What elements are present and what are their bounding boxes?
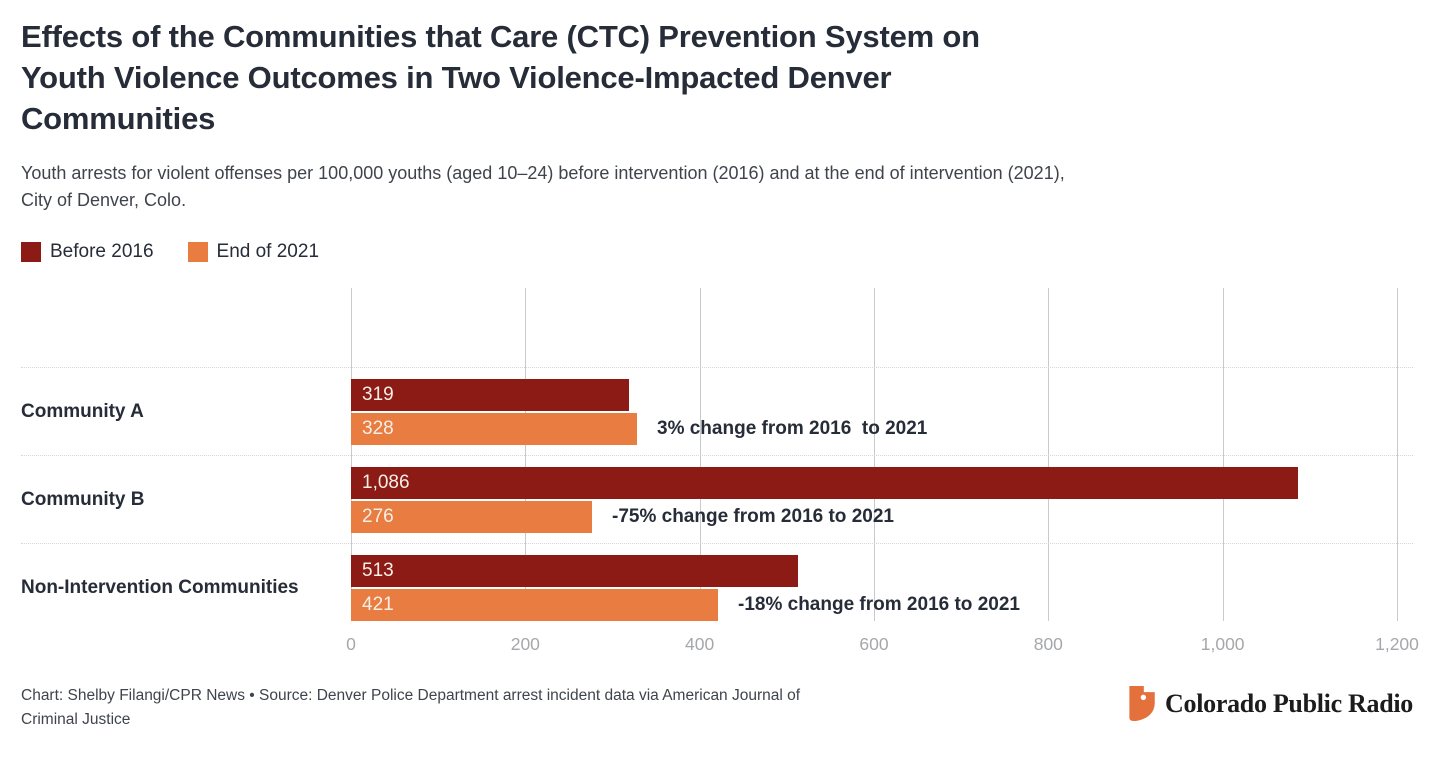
credit-text: Chart: Shelby Filangi/CPR News • Source:… — [21, 684, 800, 732]
gridline — [1222, 288, 1224, 621]
category-label: Community B — [21, 489, 145, 510]
x-tick-label: 400 — [685, 634, 715, 654]
bar-value-label: 276 — [362, 506, 394, 527]
legend-item: End of 2021 — [187, 240, 320, 263]
category-label: Community A — [21, 401, 144, 422]
bar-chart: 0 200 400 600 800 1,000 1,200 Community A 319 328… — [21, 288, 1419, 666]
x-tick-label: 1,200 — [1375, 634, 1419, 654]
x-tick-label: 0 — [346, 634, 356, 654]
title-line: Youth Violence Outcomes in Two Violence-… — [21, 60, 892, 95]
row-separator — [21, 543, 1413, 544]
change-annotation: -18% change from 2016 to 2021 — [738, 594, 1020, 615]
cpr-logo: Colorado Public Radio — [1129, 686, 1413, 721]
gridline — [874, 288, 875, 621]
chart-title: Effects of the Communities that Care (CT… — [21, 16, 1413, 139]
cpr-logo-icon — [1129, 686, 1155, 721]
legend-label: Before 2016 — [50, 240, 154, 262]
legend-swatch — [187, 241, 208, 262]
gridline — [699, 288, 701, 621]
legend-label: End of 2021 — [216, 240, 320, 262]
x-tick-label: 1,000 — [1200, 634, 1245, 654]
footer: Chart: Shelby Filangi/CPR News • Source:… — [21, 684, 1413, 732]
x-tick-label: 600 — [859, 634, 889, 654]
chart-subtitle: Youth arrests for violent offenses per 1… — [21, 160, 1413, 214]
gridline — [525, 288, 527, 621]
x-tick-label: 800 — [1033, 634, 1063, 654]
gridline — [351, 288, 352, 621]
legend-item: Before 2016 — [21, 241, 154, 263]
bar-value-label: 1,086 — [362, 472, 410, 493]
x-tick-label: 200 — [510, 634, 540, 654]
title-line: Effects of the Communities that Care (CT… — [21, 19, 980, 54]
subtitle-line: City of Denver, Colo. — [21, 190, 187, 210]
bar-before-2016: 1,086 — [351, 467, 1298, 499]
legend-swatch — [21, 241, 41, 262]
title-line: Communities — [21, 101, 216, 136]
change-annotation: 3% change from 2016 to 2021 — [657, 418, 928, 439]
credit-line: Chart: Shelby Filangi/CPR News • Source:… — [21, 687, 801, 704]
gridline — [1397, 288, 1398, 621]
bar-before-2016: 319 — [351, 379, 629, 411]
legend: Before 2016 End of 2021 — [21, 241, 1413, 262]
category-label: Non-Intervention Communities — [21, 577, 299, 598]
bar-value-label: 319 — [362, 384, 394, 405]
credit-line: Criminal Justice — [21, 711, 131, 728]
bar-end-2021: 276 — [351, 501, 592, 533]
gridline — [1048, 288, 1050, 621]
bar-value-label: 513 — [362, 560, 394, 581]
row-separator — [21, 367, 1413, 368]
bar-value-label: 421 — [362, 594, 394, 615]
cpr-logo-text: Colorado Public Radio — [1165, 688, 1413, 718]
subtitle-line: Youth arrests for violent offenses per 1… — [21, 163, 1065, 183]
bar-end-2021: 421 — [351, 589, 718, 621]
change-annotation: -75% change from 2016 to 2021 — [612, 506, 894, 527]
row-separator — [21, 455, 1413, 456]
bar-end-2021: 328 — [351, 413, 637, 445]
bar-value-label: 328 — [362, 418, 394, 439]
bar-before-2016: 513 — [351, 555, 798, 587]
